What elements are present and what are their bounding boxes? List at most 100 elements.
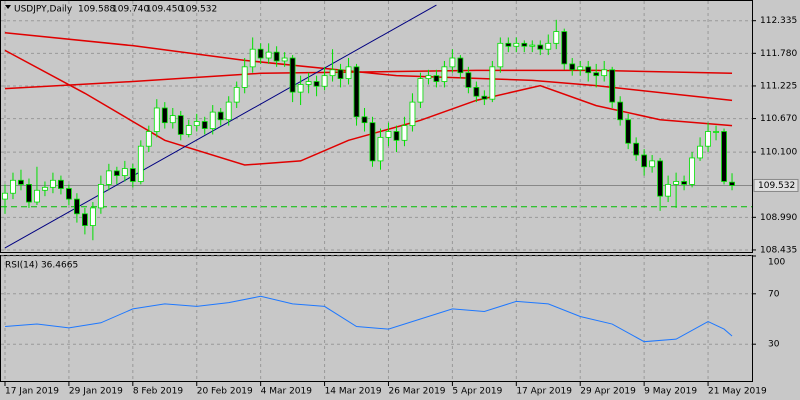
y-tick-label: 70 [768, 289, 780, 299]
candle-body [169, 115, 176, 124]
candle-body [81, 213, 88, 226]
candle-body [425, 75, 432, 79]
candle-body [641, 154, 648, 168]
candle-body [145, 131, 152, 147]
x-tick-label: 29 Apr 2019 [580, 387, 636, 397]
candle-body [441, 66, 448, 82]
y-tick-label: 110.670 [760, 114, 797, 124]
candle-body [401, 125, 408, 141]
x-tick-label: 29 Jan 2019 [69, 387, 123, 397]
candle-body [193, 121, 200, 127]
candle-body [649, 160, 656, 168]
candle-body [105, 170, 112, 185]
y-tick-label: 100 [768, 258, 785, 268]
y-tick-label: 111.780 [760, 49, 797, 59]
x-tick-label: 5 Apr 2019 [452, 387, 502, 397]
candle-body [393, 131, 400, 141]
candle-body [113, 170, 120, 176]
candle-body [97, 184, 104, 209]
candle-body [609, 69, 616, 103]
candle-body [273, 51, 280, 62]
candle-body [385, 131, 392, 138]
candle-body [601, 69, 608, 77]
candle-body [449, 57, 456, 68]
candle-body [305, 81, 312, 85]
candle-body [561, 31, 568, 65]
y-tick-label: 112.335 [760, 16, 797, 26]
header-value: 109.588 [78, 5, 115, 15]
candle-body [161, 107, 168, 124]
candle-body [337, 69, 344, 79]
candle-body [689, 157, 695, 185]
symbol: USDJPY,Daily [14, 5, 73, 15]
rsi-line [4, 295, 733, 343]
candle-body [593, 72, 600, 77]
candle-body [489, 66, 496, 100]
candle-body [297, 84, 304, 93]
candle-body [513, 42, 520, 47]
candle-body [417, 78, 424, 103]
x-tick-label: 9 May 2019 [644, 387, 697, 397]
y-tick-label: 108.435 [760, 245, 797, 255]
candle-body [89, 207, 96, 226]
x-tick-label: 20 Feb 2019 [197, 387, 253, 397]
candle-body [537, 44, 544, 50]
menu-arrow [5, 5, 11, 9]
price-frame [0, 0, 753, 253]
candle-body [50, 179, 56, 188]
candle-body [433, 75, 440, 82]
candle-body [353, 66, 360, 118]
candle-body [137, 145, 144, 182]
candle-body [345, 66, 352, 79]
candle-body [729, 181, 735, 186]
candle-body [217, 111, 224, 121]
candle-body [153, 107, 160, 132]
candle-body [121, 168, 128, 176]
candle-body [481, 95, 488, 100]
candle-body [673, 181, 680, 185]
header-value: 109.740 [112, 5, 149, 15]
candle-body [329, 69, 336, 77]
candle-body [585, 66, 592, 74]
candle-body [26, 184, 32, 203]
candle-body [177, 115, 184, 135]
candle-body [185, 125, 192, 135]
candle-body [521, 42, 528, 47]
candle-body [713, 131, 719, 133]
candle-body [473, 87, 480, 97]
x-tick-label: 26 Mar 2019 [388, 387, 445, 397]
candle-body [241, 66, 248, 88]
candle-body [289, 57, 296, 93]
candle-body [625, 119, 632, 144]
x-tick-label: 14 Mar 2019 [325, 387, 382, 397]
candle-body [529, 44, 536, 47]
candle-body [249, 48, 256, 68]
last-price-label: 109.532 [758, 181, 795, 191]
candle-body [697, 145, 703, 159]
candle-body [42, 186, 48, 191]
candle-body [361, 116, 368, 124]
y-tick-label: 108.990 [760, 213, 797, 223]
candle-body [281, 57, 288, 62]
candle-body [465, 72, 472, 88]
candle-body [545, 42, 552, 50]
candle-body [58, 179, 64, 189]
candle-body [201, 121, 208, 129]
x-tick-label: 21 May 2019 [708, 387, 767, 397]
candle-body [73, 198, 80, 215]
candle-body [457, 57, 464, 74]
candle-body [233, 87, 240, 103]
x-tick-label: 17 Apr 2019 [516, 387, 572, 397]
candle-body [321, 75, 328, 87]
header-value: 109.532 [180, 5, 217, 15]
candle-body [617, 101, 624, 121]
candle-body [257, 48, 264, 59]
candle-body [569, 63, 576, 71]
candle-body [505, 42, 512, 47]
candle-body [129, 168, 136, 182]
candle-body [66, 188, 72, 200]
candle-body [209, 111, 216, 129]
rsi-title: RSI(14) 36.4665 [5, 261, 78, 271]
